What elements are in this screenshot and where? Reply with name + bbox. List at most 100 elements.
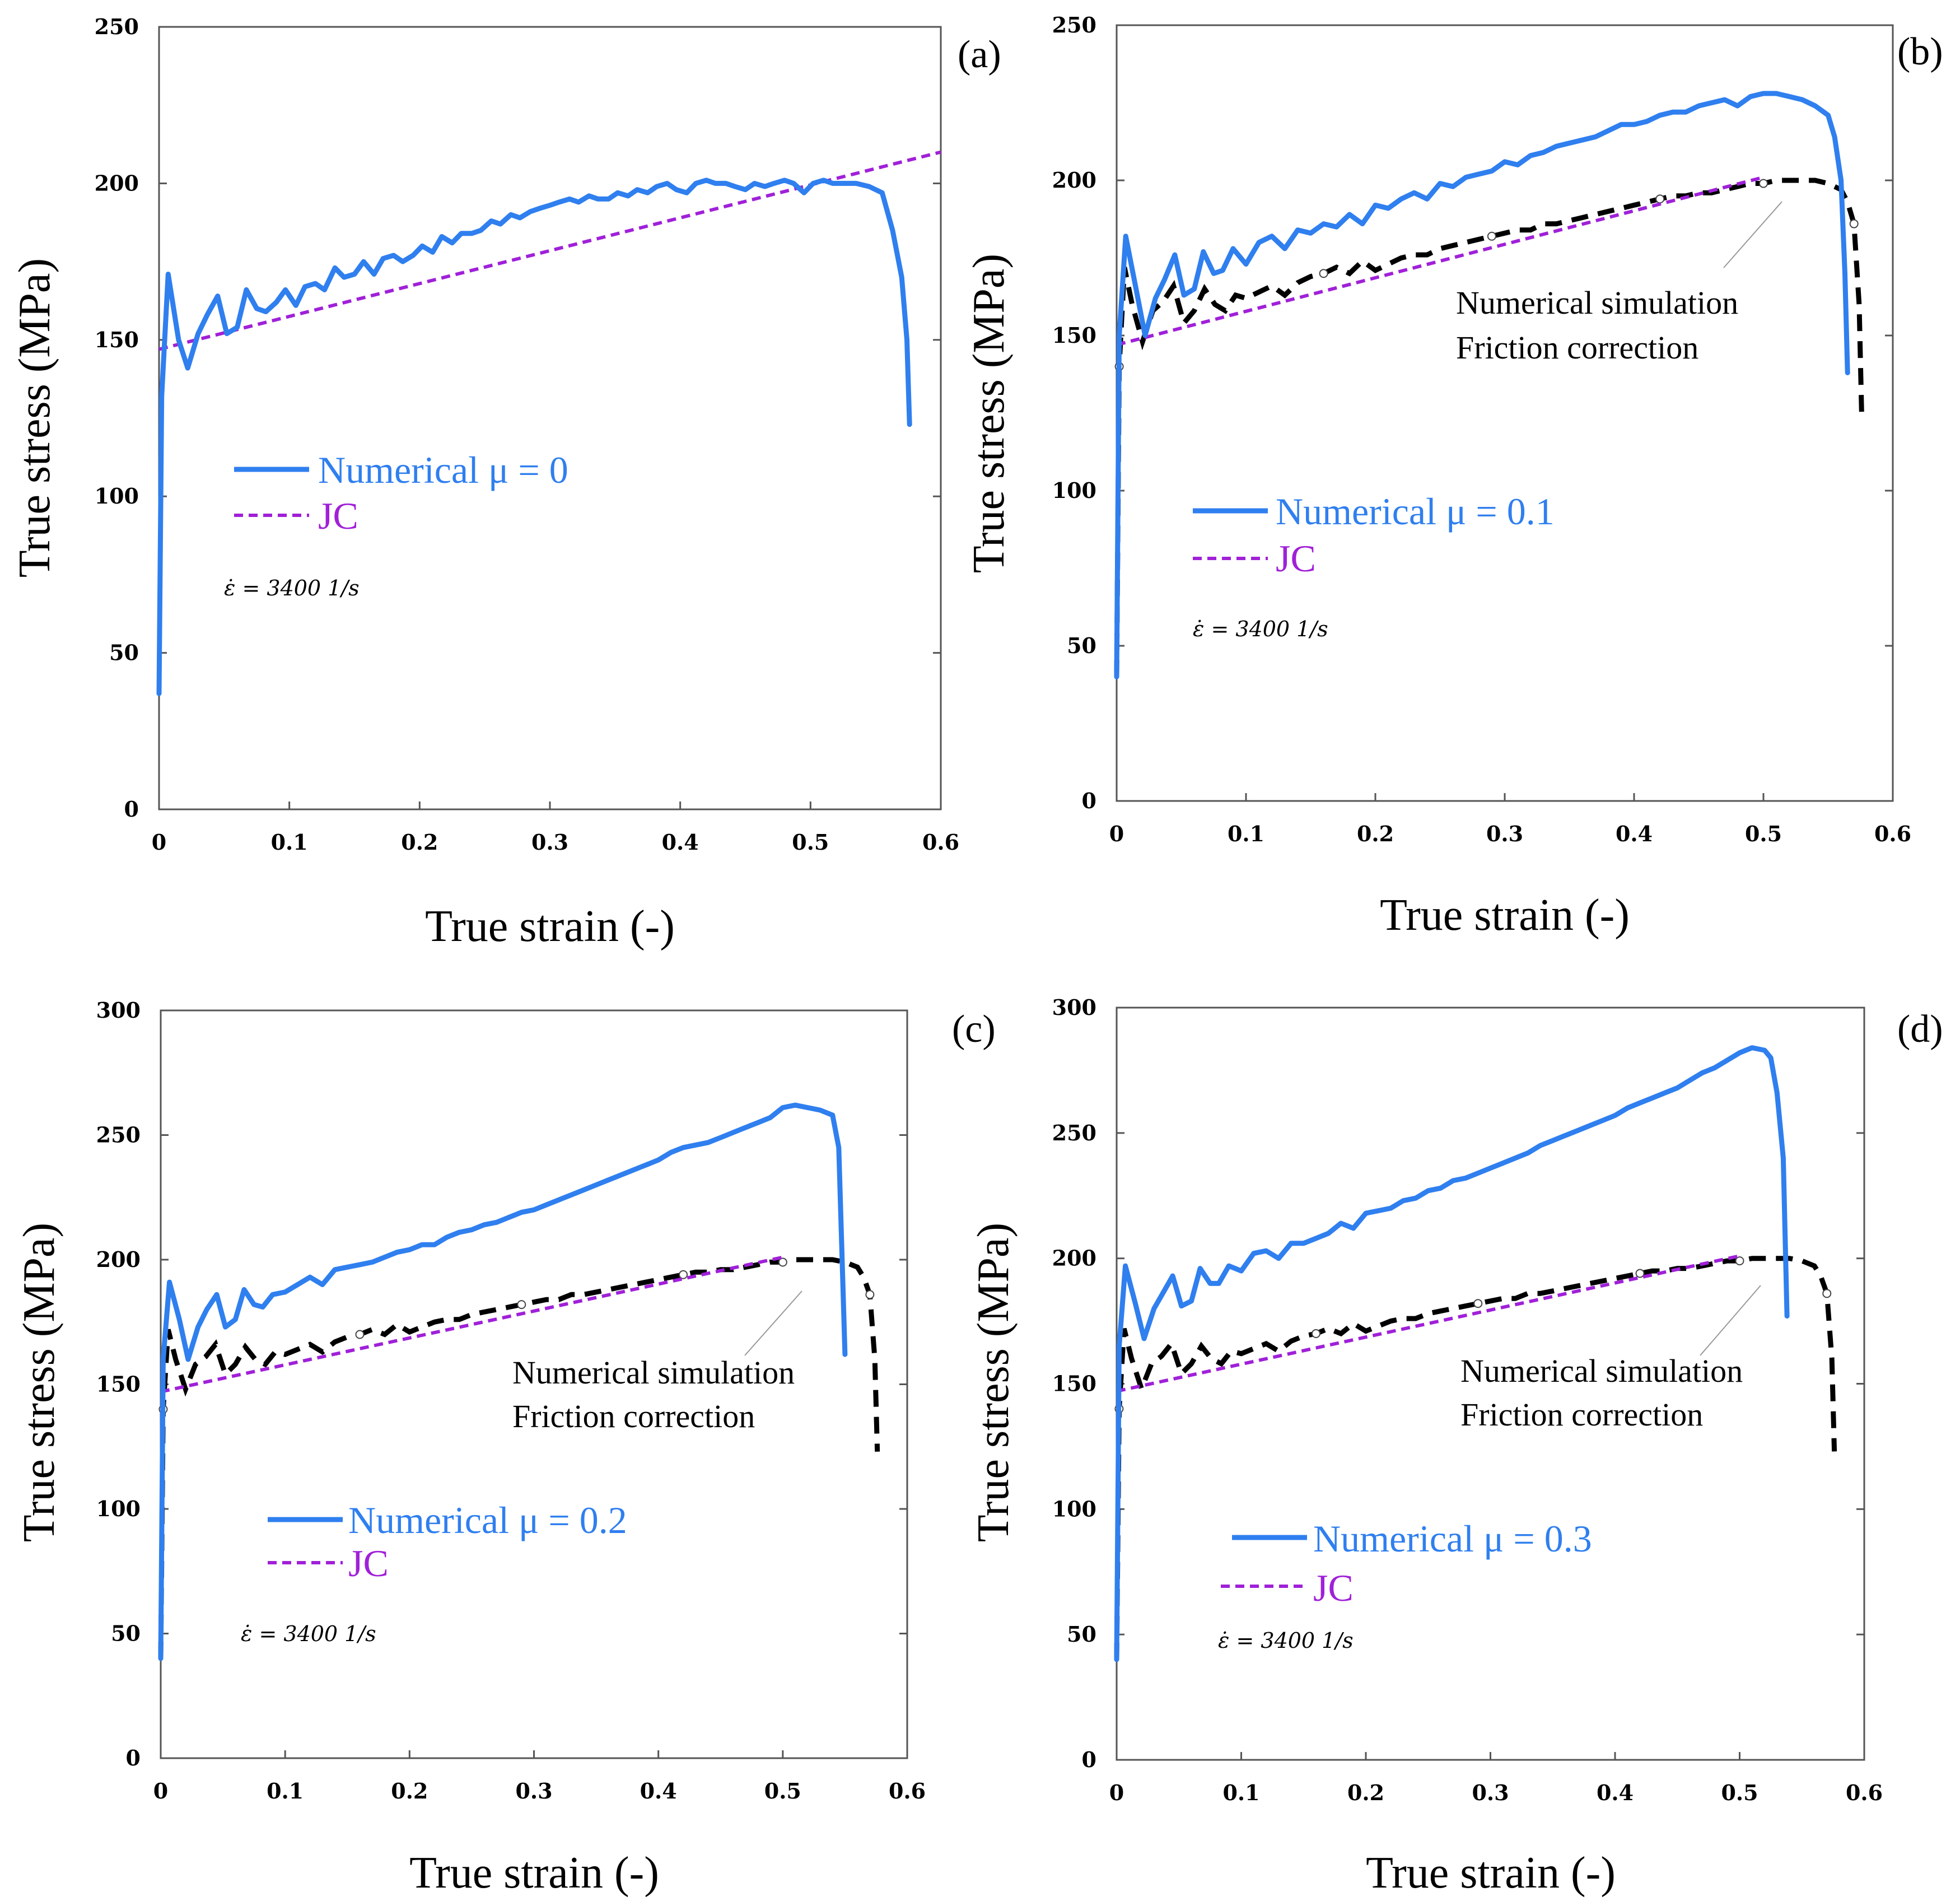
x-axis-title: True strain (-) [1366,1848,1616,1898]
x-tick-label: 0.4 [1616,821,1653,846]
x-tick-label: 0.6 [1846,1780,1883,1805]
panel-label: (a) [958,33,1001,76]
x-tick-label: 0.5 [1745,821,1782,846]
y-tick-label: 150 [95,327,139,352]
y-axis-title: True stress (MPa) [10,258,59,577]
legend: Numerical μ = 0.3 JC [1221,1517,1592,1609]
x-tick-label: 0.5 [792,830,829,855]
series-line-numerical [1114,91,1850,679]
series-line-jc [1116,175,1764,347]
legend-label-numerical: Numerical μ = 0.3 [1313,1517,1592,1560]
plot-frame [158,26,942,810]
y-ticks: 0 50 100 150 200 250 [1052,12,1893,813]
legend-label-numerical: Numerical μ = 0.1 [1276,490,1555,533]
series-marker [1635,1269,1645,1278]
legend-label-numerical: Numerical μ = 0.2 [348,1499,627,1541]
series-marker [1759,179,1768,188]
x-tick-label: 0.4 [640,1778,677,1804]
x-tick-label: 0.5 [1721,1780,1758,1805]
x-tick-label: 0.5 [764,1778,801,1804]
series-marker [679,1270,688,1279]
series-marker [778,1257,787,1267]
y-tick-label: 100 [95,483,139,509]
annotation-line-1: Numerical simulation [1460,1353,1743,1389]
y-ticks: 0 50 100 150 200 250 300 [1052,995,1864,1772]
series-line-friction-correction [158,1257,880,1659]
series-layer [1114,91,1865,679]
legend: Numerical μ = 0.2 JC [268,1499,627,1585]
series-layer [158,1102,880,1661]
x-tick-label: 0.3 [515,1778,552,1804]
y-tick-label: 250 [1052,12,1096,38]
x-tick-label: 0 [1109,821,1124,846]
x-axis-title: True strain (-) [425,902,675,951]
x-ticks: 0 0.1 0.2 0.3 0.4 0.5 0.6 [1109,1752,1883,1805]
x-tick-label: 0.3 [1472,1780,1509,1805]
chart-panel-c: 0 0.1 0.2 0.3 0.4 0.5 0.6 0 50 100 150 200 250 300 (… [15,998,996,1898]
y-tick-label: 250 [95,14,139,39]
y-tick-label: 0 [1082,788,1096,813]
x-tick-label: 0.4 [1597,1780,1634,1805]
y-tick-label: 200 [95,170,139,195]
x-tick-label: 0.2 [401,830,438,855]
series-marker [1735,1256,1744,1266]
x-tick-label: 0 [1109,1780,1124,1805]
series-line-jc [1116,1254,1740,1393]
x-axis-title: True strain (-) [1380,891,1630,940]
y-tick-label: 150 [1052,1371,1096,1396]
strain-rate-label: ε̇ = 3400 1/s [224,576,360,600]
strain-rate-label: ε̇ = 3400 1/s [241,1622,376,1646]
annotation-line-2: Friction correction [1460,1396,1703,1433]
x-tick-label: 0.3 [531,830,568,855]
y-tick-label: 100 [1052,478,1096,503]
plot-frame [1116,24,1894,802]
legend: Numerical μ = 0 JC [234,449,568,537]
y-tick-label: 200 [1052,1246,1096,1271]
series-marker [355,1330,365,1339]
y-tick-label: 300 [1052,995,1096,1020]
series-marker [865,1290,875,1299]
y-tick-label: 50 [1067,633,1096,658]
series-line-friction-correction [1114,1256,1837,1660]
y-tick-label: 150 [1052,323,1096,348]
y-tick-label: 0 [126,1745,141,1770]
x-tick-label: 0.1 [271,830,308,855]
x-tick-label: 0 [152,830,166,855]
y-tick-label: 200 [96,1247,141,1272]
x-tick-label: 0.1 [1228,821,1264,846]
x-tick-label: 0.2 [391,1778,428,1804]
y-tick-label: 250 [1052,1120,1096,1145]
series-layer [1114,1045,1837,1662]
strain-rate-label: ε̇ = 3400 1/s [1218,1628,1354,1653]
x-tick-label: 0.2 [1357,821,1394,846]
y-tick-label: 0 [1082,1747,1096,1772]
x-tick-label: 0.4 [662,830,699,855]
x-tick-label: 0.6 [922,830,959,855]
series-marker [1849,219,1859,229]
series-marker [1487,231,1496,241]
panel-label: (b) [1897,30,1943,73]
annotation-pointer [744,1290,802,1356]
x-tick-label: 0.3 [1486,821,1523,846]
x-ticks: 0 0.1 0.2 0.3 0.4 0.5 0.6 [153,1750,926,1804]
y-tick-label: 150 [96,1372,141,1397]
legend-label-jc: JC [348,1542,389,1585]
annotation-line-2: Friction correction [512,1398,755,1434]
y-axis-title: True stress (MPa) [964,254,1014,573]
legend-label-numerical: Numerical μ = 0 [318,449,568,491]
series-layer [156,150,941,696]
annotation-line-1: Numerical simulation [1456,285,1738,321]
legend-label-jc: JC [318,495,358,537]
y-axis-title: True stress (MPa) [969,1223,1018,1542]
x-axis-title: True strain (-) [409,1848,659,1898]
x-tick-label: 0.1 [267,1778,304,1804]
series-marker [1312,1329,1320,1338]
x-ticks: 0 0.1 0.2 0.3 0.4 0.5 0.6 [152,802,959,855]
series-marker [1319,269,1328,278]
x-tick-label: 0 [153,1778,168,1804]
x-tick-label: 0.6 [1874,821,1911,846]
series-line-numerical [158,1102,848,1661]
annotation-line-1: Numerical simulation [512,1354,795,1391]
